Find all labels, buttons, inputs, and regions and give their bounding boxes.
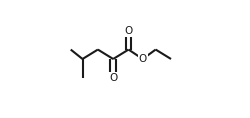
Text: O: O (109, 73, 117, 83)
Text: O: O (124, 26, 133, 36)
Text: O: O (138, 54, 147, 64)
